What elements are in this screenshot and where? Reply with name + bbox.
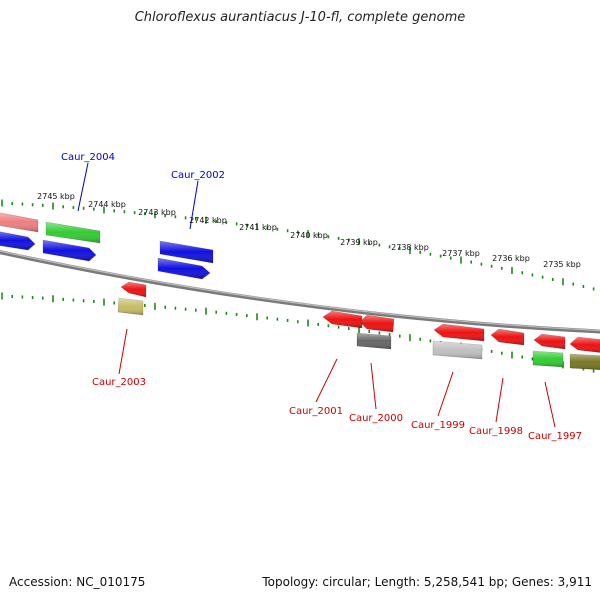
gene-feature[interactable] — [533, 333, 566, 350]
gene-feature[interactable] — [322, 310, 363, 329]
gene-feature[interactable] — [432, 340, 483, 360]
kbp-label: 2736 kbp — [492, 254, 530, 263]
gene-feature[interactable] — [569, 353, 600, 371]
gene-feature-shading — [0, 212, 38, 232]
gene-feature[interactable] — [42, 239, 97, 262]
gene-label[interactable]: Caur_1998 — [469, 426, 523, 437]
kbp-label: 2739 kbp — [340, 238, 378, 247]
gene-label-leader — [315, 358, 338, 403]
gene-feature-shading — [158, 258, 210, 279]
gene-label-leader — [544, 381, 556, 428]
gene-label-leader — [77, 162, 89, 212]
kbp-label: 2742 kbp — [189, 216, 227, 225]
gene-feature[interactable] — [359, 314, 395, 333]
gene-feature[interactable] — [356, 332, 392, 350]
gene-feature[interactable] — [532, 350, 564, 368]
gene-label[interactable]: Caur_2003 — [92, 377, 146, 388]
gene-label[interactable]: Caur_1999 — [411, 420, 465, 431]
genome-backbone — [0, 250, 600, 334]
gene-labels: Caur_2004 Caur_2002 Caur_2003 Caur_2001 Caur… — [61, 152, 582, 442]
outer-tick-row — [1, 199, 595, 291]
gene-feature-shading — [46, 222, 100, 243]
kbp-label: 2737 kbp — [442, 249, 480, 258]
gene-features — [0, 212, 600, 371]
gene-feature-shading — [118, 298, 143, 315]
gene-feature-shading — [491, 329, 524, 345]
gene-feature-shading — [121, 282, 146, 297]
gene-feature-shading — [0, 231, 35, 250]
gene-label-leader — [118, 328, 128, 375]
gene-feature-shading — [357, 333, 391, 349]
gene-feature[interactable] — [120, 281, 147, 298]
kbp-label: 2743 kbp — [138, 208, 176, 217]
map-title: Chloroflexus aurantiacus J-10-fl, comple… — [134, 10, 466, 25]
kbp-label: 2738 kbp — [391, 243, 429, 252]
gene-label[interactable]: Caur_2002 — [171, 170, 225, 181]
kbp-label: 2744 kbp — [88, 200, 126, 209]
gene-feature[interactable] — [45, 221, 101, 244]
gene-label-leader — [495, 377, 504, 423]
gene-feature[interactable] — [117, 297, 144, 316]
gene-feature-shading — [534, 334, 565, 349]
kbp-label: 2741 kbp — [239, 223, 277, 232]
gene-label[interactable]: Caur_2000 — [349, 413, 403, 424]
gene-feature-shading — [43, 240, 96, 261]
gene-feature-shading — [160, 241, 213, 263]
genome-backbone-highlight — [0, 250, 600, 332]
kbp-label: 2735 kbp — [543, 260, 581, 269]
gene-feature-shading — [434, 324, 484, 341]
gene-feature-shading — [533, 351, 563, 367]
gene-feature[interactable] — [0, 212, 39, 233]
gene-label[interactable]: Caur_2004 — [61, 152, 115, 163]
kbp-labels: 2745 kbp 2744 kbp 2743 kbp 2742 kbp 2741 kbp… — [37, 192, 581, 269]
accession-text: Accession: NC_010175 — [9, 575, 146, 589]
gene-feature-shading — [323, 311, 362, 328]
gene-feature[interactable] — [569, 336, 600, 353]
gene-feature-shading — [570, 354, 600, 370]
gene-label-leader — [189, 180, 199, 230]
gene-feature[interactable] — [159, 240, 214, 264]
kbp-label: 2740 kbp — [290, 231, 328, 240]
gene-label[interactable]: Caur_2001 — [289, 406, 343, 417]
gene-label-leader — [370, 362, 377, 410]
gene-label-leader — [437, 371, 454, 417]
gene-feature-shading — [570, 337, 600, 353]
genome-summary-text: Topology: circular; Length: 5,258,541 bp… — [262, 575, 592, 589]
gene-feature-shading — [360, 315, 394, 332]
gene-feature[interactable] — [0, 231, 36, 251]
gene-feature[interactable] — [433, 323, 485, 342]
gene-label[interactable]: Caur_1997 — [528, 431, 582, 442]
gene-feature[interactable] — [157, 257, 211, 280]
kbp-label: 2745 kbp — [37, 192, 75, 201]
gene-feature[interactable] — [490, 328, 525, 346]
gene-feature-shading — [433, 341, 482, 359]
